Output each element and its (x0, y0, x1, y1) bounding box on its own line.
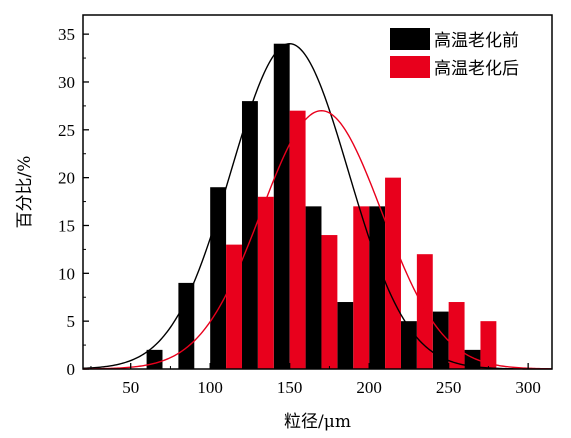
bar-after (416, 254, 433, 369)
bar-before (146, 349, 163, 369)
bar-after (257, 196, 274, 369)
bar-after (480, 321, 497, 369)
bar-after (226, 244, 242, 369)
y-tick-label: 30 (58, 73, 75, 92)
y-tick-label: 20 (58, 169, 75, 188)
x-tick-label: 250 (436, 378, 462, 397)
y-tick-label: 25 (58, 121, 75, 140)
x-tick-label: 300 (515, 378, 541, 397)
legend-swatch-after (390, 56, 430, 78)
x-tick-label: 150 (277, 378, 303, 397)
fit-curve-after (82, 109, 553, 370)
legend: 高温老化前 高温老化后 (390, 28, 519, 79)
x-axis-title: 粒径/μm (284, 412, 351, 432)
bar-before (305, 206, 322, 369)
legend-label-before: 高温老化前 (434, 31, 519, 51)
bar-before (369, 206, 386, 369)
y-tick-label: 0 (67, 360, 76, 379)
y-tick-label: 10 (58, 264, 75, 283)
fit-curves-layer (82, 42, 553, 370)
bar-after (353, 206, 370, 369)
bar-after (385, 177, 401, 369)
bar-before (241, 101, 258, 370)
legend-label-after: 高温老化后 (434, 59, 519, 79)
bar-after (289, 110, 306, 370)
bar-before (432, 311, 449, 369)
bar-before (464, 349, 481, 369)
bar-before (178, 282, 195, 369)
y-tick-label: 15 (58, 216, 75, 235)
legend-swatch-before (390, 28, 430, 50)
plot-frame (82, 14, 553, 370)
bar-after (448, 302, 465, 369)
x-tick-label: 100 (197, 378, 223, 397)
x-tick-label: 50 (122, 378, 139, 397)
axis-ticks-layer: 50 100 150 200 250 300 0 5 10 15 20 25 30 35 (58, 25, 541, 397)
bar-before (210, 187, 227, 369)
x-tick-label: 200 (356, 378, 382, 397)
y-tick-label: 35 (58, 25, 75, 44)
bar-before (273, 43, 290, 370)
bar-before (337, 302, 354, 369)
y-tick-label: 5 (67, 312, 76, 331)
y-axis-title: 百分比/% (15, 156, 35, 229)
fit-curve-before (82, 42, 552, 370)
bars-layer (146, 43, 497, 370)
bar-after (321, 235, 338, 369)
